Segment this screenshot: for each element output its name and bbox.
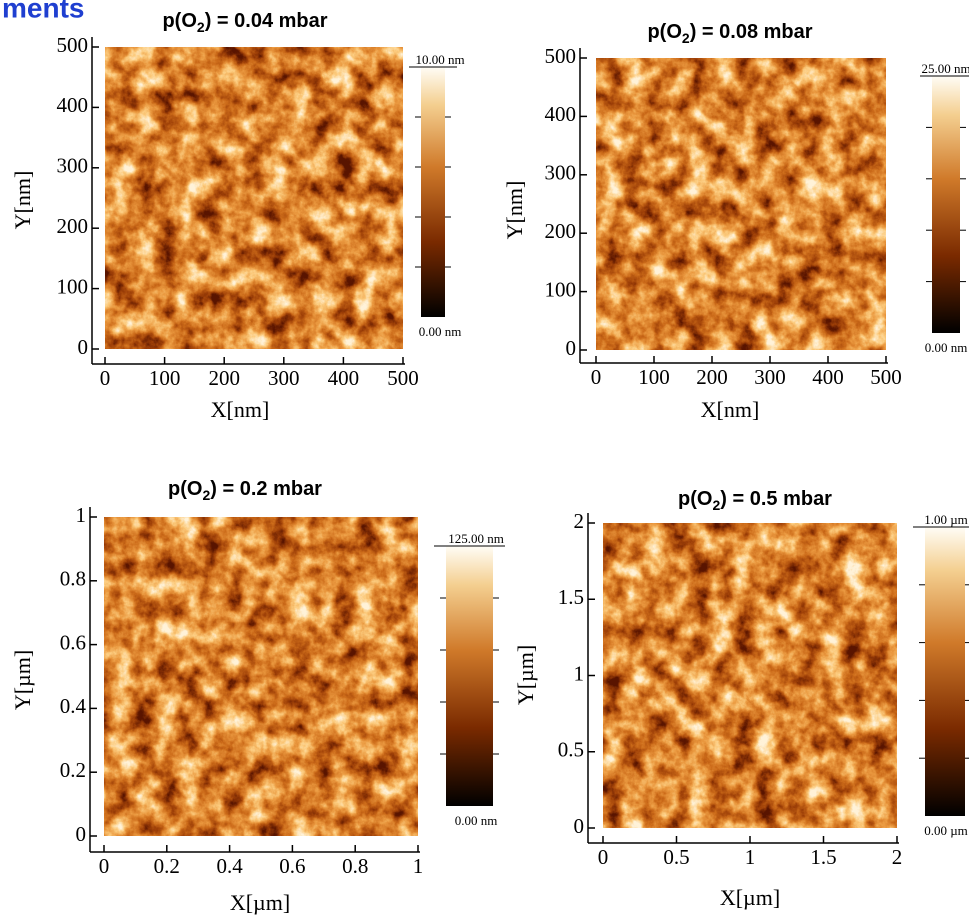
title-text: p(O <box>678 488 712 510</box>
colorbar-min-label: 0.00 nm <box>455 813 498 828</box>
title-subscript: 2 <box>712 497 720 513</box>
x-tick-label: 0 <box>99 854 110 878</box>
y-tick-label: 0 <box>574 814 585 838</box>
panel-title: p(O2) = 0.2 mbar <box>168 478 322 502</box>
title-text: p(O <box>162 10 196 32</box>
x-tick-label: 1.5 <box>810 845 836 869</box>
title-text-end: ) = 0.08 mbar <box>690 21 813 43</box>
title-subscript: 2 <box>197 19 205 35</box>
panel-title: p(O2) = 0.5 mbar <box>678 488 832 512</box>
x-tick-label: 100 <box>149 366 181 390</box>
page-fragment: ments <box>2 0 84 23</box>
title-text: p(O <box>647 21 681 43</box>
y-axis-label: Y[µm] <box>10 650 35 710</box>
y-tick-label: 200 <box>545 219 577 243</box>
y-tick-label: 400 <box>545 102 577 126</box>
x-axis-label: X[µm] <box>720 885 780 910</box>
colorbar-max-label: 25.00 nm <box>921 61 969 76</box>
x-tick-label: 200 <box>696 365 728 389</box>
colorbar-min-label: 0.00 nm <box>419 324 462 339</box>
colorbar-max-label: 10.00 nm <box>415 52 464 67</box>
y-tick-label: 0.2 <box>60 758 86 782</box>
x-tick-label: 0.5 <box>663 845 689 869</box>
title-text: p(O <box>168 478 202 500</box>
title-subscript: 2 <box>202 487 210 503</box>
title-text-end: ) = 0.04 mbar <box>205 10 328 32</box>
y-tick-label: 1.5 <box>558 585 584 609</box>
colorbar-max-label: 1.00 µm <box>924 512 968 527</box>
y-axis-label: Y[nm] <box>502 181 527 240</box>
y-tick-label: 0.4 <box>60 694 87 718</box>
y-tick-label: 0.6 <box>60 630 86 654</box>
y-axis-label: Y[µm] <box>513 645 538 705</box>
y-tick-label: 200 <box>57 214 89 238</box>
y-tick-label: 100 <box>57 274 89 298</box>
y-tick-label: 400 <box>57 93 89 117</box>
y-tick-label: 100 <box>545 277 577 301</box>
x-tick-label: 300 <box>268 366 300 390</box>
x-axis-label: X[nm] <box>211 397 270 422</box>
y-tick-label: 500 <box>57 33 89 57</box>
x-tick-label: 100 <box>638 365 670 389</box>
panel-title: p(O2) = 0.04 mbar <box>162 10 327 34</box>
x-tick-label: 0.6 <box>279 854 305 878</box>
x-tick-label: 400 <box>328 366 360 390</box>
x-tick-label: 0.4 <box>216 854 243 878</box>
y-tick-label: 1 <box>76 503 87 527</box>
y-tick-label: 2 <box>574 509 585 533</box>
y-tick-label: 300 <box>57 154 89 178</box>
afm-panel: p(O2) = 0.2 mbar 0 0.2 0.4 0.6 0.8 1 0 0.2 0.4 0.6… <box>10 478 505 915</box>
x-tick-label: 2 <box>892 845 903 869</box>
afm-panel: p(O2) = 0.08 mbar 0 100 200 300 400 500 0 100 200… <box>502 21 969 422</box>
y-tick-label: 0 <box>566 336 577 360</box>
afm-image <box>104 517 418 836</box>
colorbar-min-label: 0.00 µm <box>924 823 968 838</box>
colorbar <box>421 67 445 317</box>
x-tick-label: 0 <box>591 365 602 389</box>
x-tick-label: 300 <box>754 365 786 389</box>
x-tick-label: 1 <box>745 845 756 869</box>
x-tick-label: 0 <box>100 366 111 390</box>
afm-panel: p(O2) = 0.04 mbar 0 100 200 300 400 500 0 100 200… <box>10 10 465 422</box>
x-tick-label: 500 <box>387 366 419 390</box>
colorbar-min-label: 0.00 nm <box>925 340 968 355</box>
x-tick-label: 500 <box>870 365 902 389</box>
y-tick-label: 0 <box>78 335 89 359</box>
title-text-end: ) = 0.2 mbar <box>210 478 322 500</box>
x-tick-label: 0.8 <box>342 854 368 878</box>
title-subscript: 2 <box>682 30 690 46</box>
y-tick-label: 300 <box>545 161 577 185</box>
x-tick-label: 0.2 <box>154 854 180 878</box>
colorbar <box>932 76 960 333</box>
x-tick-label: 200 <box>208 366 240 390</box>
afm-image <box>596 58 886 350</box>
y-tick-label: 0 <box>76 822 87 846</box>
colorbar <box>446 546 493 806</box>
x-axis-label: X[µm] <box>230 890 290 915</box>
colorbar <box>925 527 965 816</box>
y-tick-label: 0.8 <box>60 567 86 591</box>
y-tick-label: 0.5 <box>558 738 584 762</box>
colorbar-max-label: 125.00 nm <box>448 531 504 546</box>
y-tick-label: 1 <box>574 661 585 685</box>
x-tick-label: 1 <box>413 854 424 878</box>
x-tick-label: 400 <box>812 365 844 389</box>
x-axis-label: X[nm] <box>701 397 760 422</box>
afm-image <box>603 523 897 828</box>
panel-title: p(O2) = 0.08 mbar <box>647 21 812 45</box>
x-tick-label: 0 <box>598 845 609 869</box>
y-tick-label: 500 <box>545 44 577 68</box>
title-text-end: ) = 0.5 mbar <box>720 488 832 510</box>
afm-image <box>105 47 403 349</box>
y-axis-label: Y[nm] <box>10 171 35 230</box>
